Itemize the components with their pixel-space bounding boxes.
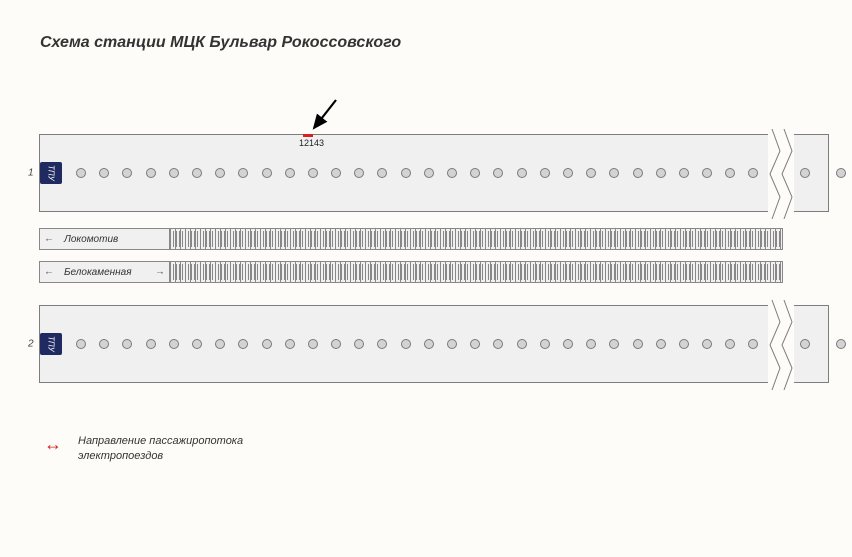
column [563,339,573,349]
platform-1-columns [76,168,758,178]
column [331,339,341,349]
column [285,168,295,178]
column [377,168,387,178]
column [331,168,341,178]
arrow-left-icon: ← [44,234,54,245]
track-2-label: Белокаменная [64,267,132,278]
platform-2-columns [76,339,758,349]
legend-line-2: электропоездов [78,449,243,464]
platform-2-right-columns [800,339,846,349]
platform-2-gap [768,300,794,388]
column [748,339,758,349]
column [192,339,202,349]
column [563,168,573,178]
platform-1: 1 ТПУ [39,134,829,212]
column [99,168,109,178]
column [424,168,434,178]
legend-text: Направление пассажиропотока электропоезд… [78,434,243,464]
column [748,168,758,178]
column [262,339,272,349]
page-title: Схема станции МЦК Бульвар Рокоссовского [40,34,401,52]
column [215,168,225,178]
column [76,339,86,349]
platform-1-sign: ТПУ [40,162,62,184]
column [122,339,132,349]
legend-direction-icon: ↔ [44,434,62,455]
column [656,339,666,349]
platform-2: 2 ТПУ [39,305,829,383]
column [517,339,527,349]
track-2: ← Белокаменная → [39,261,783,283]
column [800,168,810,178]
column [656,168,666,178]
column [800,339,810,349]
column [401,339,411,349]
column [122,168,132,178]
column [401,168,411,178]
track-2-ticks [170,264,782,280]
column [725,168,735,178]
column [146,339,156,349]
column [725,339,735,349]
legend-line-1: Направление пассажиропотока [78,434,243,449]
column [424,339,434,349]
column [609,168,619,178]
track-2-label-box: ← Белокаменная → [40,262,170,282]
track-1-ticks [170,231,782,247]
column [169,168,179,178]
platform-1-number: 1 [28,168,34,179]
column [215,339,225,349]
column [836,339,846,349]
arrow-left-icon: ← [44,267,54,278]
column [493,168,503,178]
column [836,168,846,178]
arrow-right-icon: → [155,267,165,278]
column [238,339,248,349]
column [447,168,457,178]
column [517,168,527,178]
platform-1-gap [768,129,794,217]
column [377,339,387,349]
column [633,168,643,178]
location-marker [303,134,313,137]
platform-2-sign: ТПУ [40,333,62,355]
platform-1-right-columns [800,168,846,178]
column [192,168,202,178]
column [470,339,480,349]
column [169,339,179,349]
track-1: ← Локомотив [39,228,783,250]
track-1-label: Локомотив [64,234,118,245]
column [99,339,109,349]
column [146,168,156,178]
column [702,168,712,178]
column [540,339,550,349]
column [633,339,643,349]
column [354,339,364,349]
platform-2-number: 2 [28,339,34,350]
column [308,168,318,178]
column [679,339,689,349]
column [702,339,712,349]
column [586,168,596,178]
column [470,168,480,178]
column [679,168,689,178]
track-1-label-box: ← Локомотив [40,229,170,249]
column [609,339,619,349]
column [493,339,503,349]
location-marker-label: 12143 [299,138,324,148]
column [354,168,364,178]
column [308,339,318,349]
column [586,339,596,349]
column [447,339,457,349]
column [540,168,550,178]
column [238,168,248,178]
column [285,339,295,349]
column [262,168,272,178]
column [76,168,86,178]
